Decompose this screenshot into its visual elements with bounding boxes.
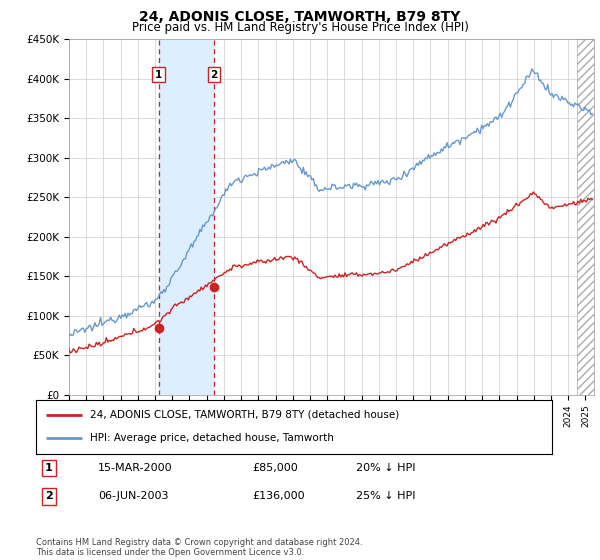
Text: 2: 2 [211, 70, 218, 80]
Text: 20% ↓ HPI: 20% ↓ HPI [356, 463, 415, 473]
Text: HPI: Average price, detached house, Tamworth: HPI: Average price, detached house, Tamw… [90, 433, 334, 443]
Text: Contains HM Land Registry data © Crown copyright and database right 2024.
This d: Contains HM Land Registry data © Crown c… [36, 538, 362, 557]
Bar [158, 39, 214, 395]
Text: 24, ADONIS CLOSE, TAMWORTH, B79 8TY (detached house): 24, ADONIS CLOSE, TAMWORTH, B79 8TY (det… [90, 410, 400, 420]
Text: 25% ↓ HPI: 25% ↓ HPI [356, 491, 415, 501]
Text: 15-MAR-2000: 15-MAR-2000 [98, 463, 173, 473]
Text: £136,000: £136,000 [253, 491, 305, 501]
Text: 1: 1 [155, 70, 163, 80]
Text: 2: 2 [45, 491, 53, 501]
Text: £85,000: £85,000 [253, 463, 298, 473]
Text: 1: 1 [45, 463, 53, 473]
Text: 24, ADONIS CLOSE, TAMWORTH, B79 8TY: 24, ADONIS CLOSE, TAMWORTH, B79 8TY [139, 10, 461, 24]
Text: 06-JUN-2003: 06-JUN-2003 [98, 491, 169, 501]
Text: Price paid vs. HM Land Registry's House Price Index (HPI): Price paid vs. HM Land Registry's House … [131, 21, 469, 34]
